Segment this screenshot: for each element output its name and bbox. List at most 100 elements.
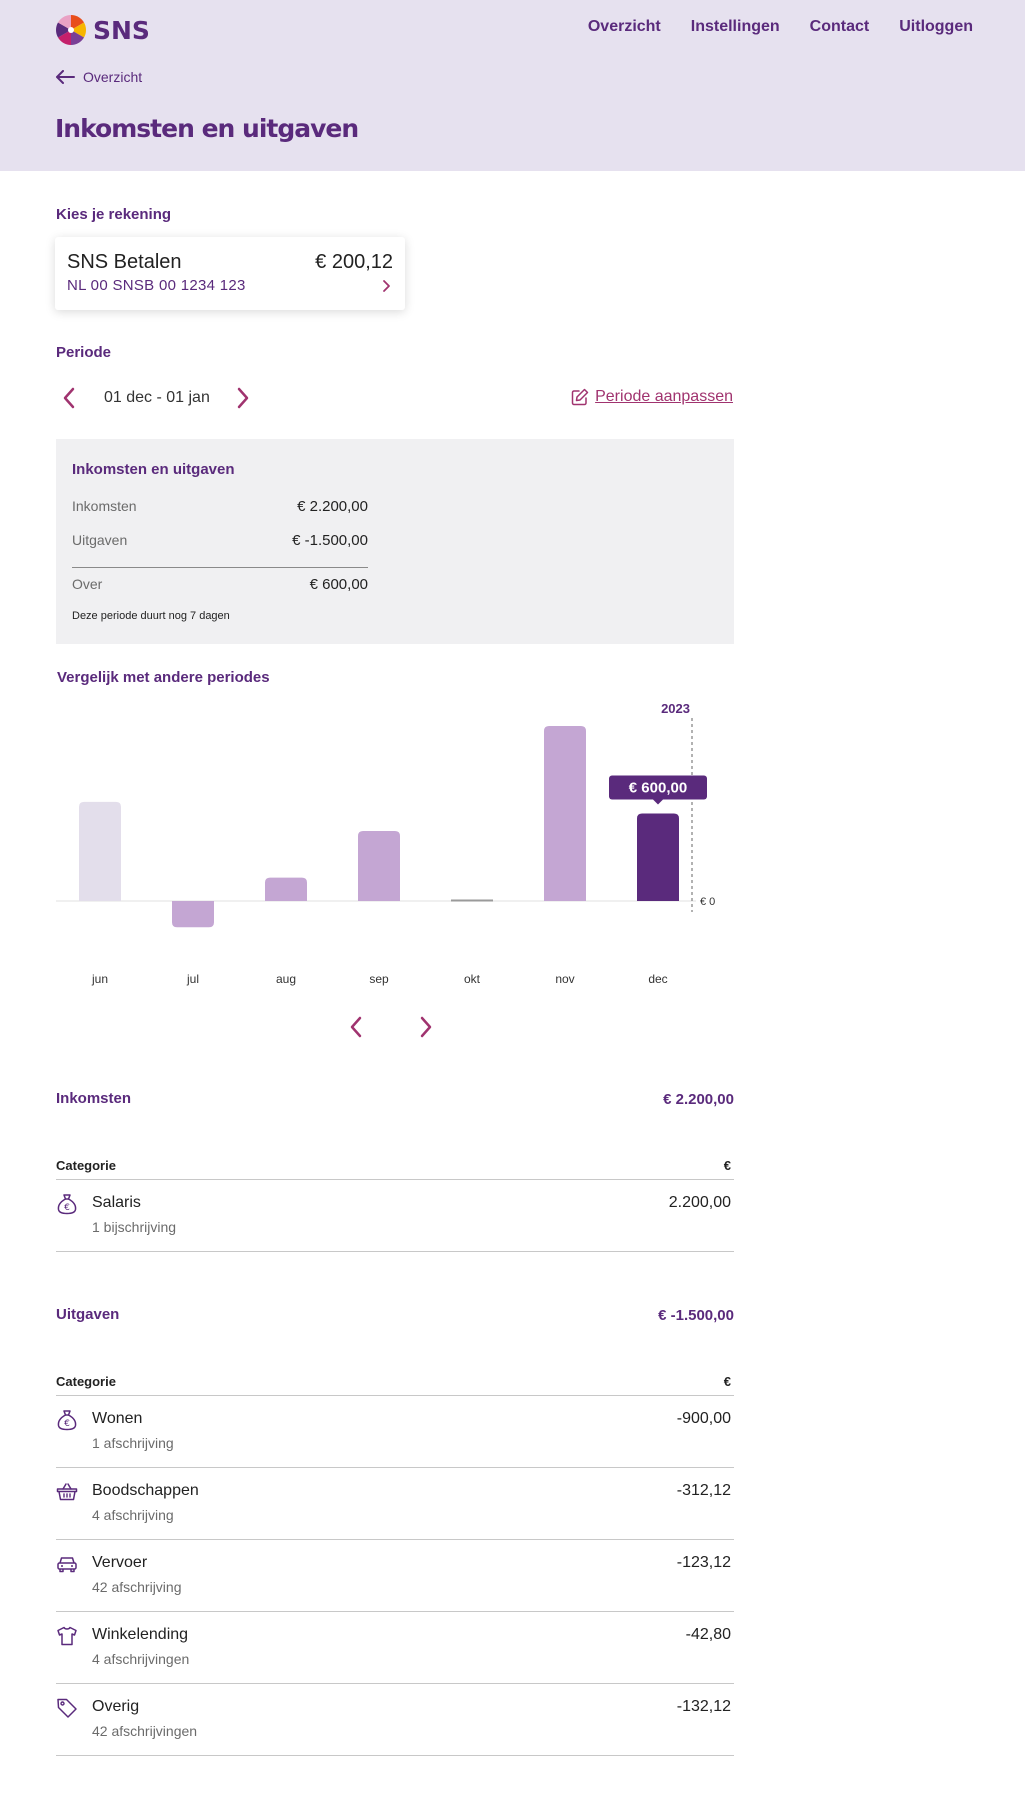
income-row-salaris[interactable]: € Salaris 1 bijschrijving 2.200,00 <box>56 1180 734 1252</box>
account-balance: € 200,12 <box>315 251 393 273</box>
summary-over-label: Over <box>72 576 103 592</box>
summary-panel: Inkomsten en uitgaven Inkomsten € 2.200,… <box>56 439 734 644</box>
svg-text:€: € <box>64 1203 70 1213</box>
summary-income-value: € 2.200,00 <box>297 498 368 515</box>
expenses-title: Uitgaven <box>56 1306 120 1323</box>
chevron-left-icon <box>63 387 75 409</box>
income-title: Inkomsten <box>56 1090 132 1107</box>
chart-category-label: okt <box>464 972 481 986</box>
arrow-left-icon <box>56 70 75 84</box>
nav-uitloggen[interactable]: Uitloggen <box>899 18 973 35</box>
income-col-category: Categorie <box>56 1158 116 1173</box>
period-range: 01 dec - 01 jan <box>104 389 210 406</box>
basket-icon <box>56 1483 78 1501</box>
chart-value-label: € 600,00 <box>629 780 687 797</box>
chevron-left-icon <box>350 1016 362 1038</box>
expense-row-vervoer[interactable]: Vervoer 42 afschrijving -123,12 <box>56 1540 734 1612</box>
category-name: Vervoer <box>92 1554 148 1571</box>
category-name: Winkelending <box>92 1626 189 1643</box>
chart-category-label: jul <box>186 972 199 986</box>
chart-bar[interactable] <box>172 901 214 928</box>
chart-bar[interactable] <box>544 726 586 901</box>
adjust-period-label: Periode aanpassen <box>595 388 733 405</box>
chart-category-label: jun <box>91 972 108 986</box>
zero-label: € 0 <box>700 896 715 908</box>
category-amount: 2.200,00 <box>668 1194 731 1211</box>
category-amount: -42,80 <box>685 1626 731 1643</box>
income-col-amount: € <box>723 1158 731 1173</box>
account-section-label: Kies je rekening <box>56 206 172 223</box>
category-count: 4 afschrijving <box>92 1507 174 1523</box>
page-header: SNS Overzicht Instellingen Contact Uitlo… <box>0 0 1025 171</box>
summary-period-note: Deze periode duurt nog 7 dagen <box>72 610 230 622</box>
expenses-col-category: Categorie <box>56 1374 116 1389</box>
sns-logo-icon <box>55 14 87 46</box>
chart-bar[interactable] <box>265 877 307 901</box>
chart-bar[interactable] <box>637 813 679 902</box>
next-period-button[interactable] <box>232 384 254 412</box>
expense-row-boodschappen[interactable]: Boodschappen 4 afschrijving -312,12 <box>56 1468 734 1540</box>
category-amount: -312,12 <box>676 1482 731 1499</box>
account-iban: NL 00 SNSB 00 1234 123 <box>67 277 246 294</box>
chart-value-tooltip: € 600,00 <box>609 775 707 805</box>
expense-row-overig[interactable]: Overig 42 afschrijvingen -132,12 <box>56 1684 734 1756</box>
logo-wordmark: SNS <box>93 15 150 45</box>
nav-instellingen[interactable]: Instellingen <box>690 18 780 35</box>
adjust-period-link[interactable]: Periode aanpassen <box>571 388 733 406</box>
chart-bar[interactable] <box>79 801 121 901</box>
period-navigator: 01 dec - 01 jan <box>58 384 254 412</box>
category-amount: -123,12 <box>676 1554 731 1571</box>
chart-navigator <box>346 1013 436 1041</box>
sns-logo[interactable]: SNS <box>55 14 150 46</box>
chart-category-label: sep <box>369 972 389 986</box>
money-bag-icon: € <box>57 1410 77 1431</box>
chevron-right-icon <box>383 280 390 292</box>
page-title: Inkomsten en uitgaven <box>55 114 359 143</box>
category-count: 1 bijschrijving <box>92 1219 177 1235</box>
year-label: 2023 <box>661 701 690 716</box>
expenses-total: € -1.500,00 <box>658 1307 734 1324</box>
chevron-right-icon <box>420 1016 432 1038</box>
back-link-label: Overzicht <box>83 69 143 85</box>
tag-icon <box>57 1698 77 1718</box>
summary-divider <box>72 567 368 568</box>
summary-expense-label: Uitgaven <box>72 532 128 548</box>
income-column-header: Categorie € <box>56 1158 734 1180</box>
category-name: Boodschappen <box>92 1482 199 1499</box>
expense-row-wonen[interactable]: € Wonen 1 afschrijving -900,00 <box>56 1396 734 1468</box>
summary-expense-value: € -1.500,00 <box>292 532 368 549</box>
chart-category-label: dec <box>648 972 667 986</box>
category-name: Wonen <box>92 1410 143 1427</box>
income-total: € 2.200,00 <box>663 1091 734 1108</box>
summary-income-label: Inkomsten <box>72 498 137 514</box>
edit-icon <box>571 388 589 406</box>
chart-category-label: nov <box>555 972 574 986</box>
nav-contact[interactable]: Contact <box>809 18 870 35</box>
svg-text:€: € <box>64 1419 70 1429</box>
category-amount: -900,00 <box>676 1410 731 1427</box>
car-icon <box>57 1557 77 1573</box>
chart-category-label: aug <box>276 972 296 986</box>
chart-bar[interactable] <box>451 899 493 902</box>
summary-over-value: € 600,00 <box>309 576 368 593</box>
nav-overzicht[interactable]: Overzicht <box>587 18 661 35</box>
expenses-column-header: Categorie € <box>56 1374 734 1396</box>
expense-row-winkelending[interactable]: Winkelending 4 afschrijvingen -42,80 <box>56 1612 734 1684</box>
account-selector[interactable]: SNS Betalen € 200,12 NL 00 SNSB 00 1234 … <box>55 237 405 310</box>
category-count: 4 afschrijvingen <box>92 1651 190 1667</box>
period-section-label: Periode <box>56 344 112 361</box>
category-amount: -132,12 <box>676 1698 731 1715</box>
category-count: 1 afschrijving <box>92 1435 174 1451</box>
compare-title: Vergelijk met andere periodes <box>57 669 270 686</box>
category-name: Salaris <box>92 1194 141 1211</box>
category-count: 42 afschrijvingen <box>92 1723 198 1739</box>
chart-bar[interactable] <box>358 831 400 901</box>
back-link[interactable]: Overzicht <box>55 69 142 85</box>
chart-previous-button[interactable] <box>346 1013 366 1041</box>
chart-next-button[interactable] <box>416 1013 436 1041</box>
previous-period-button[interactable] <box>58 384 80 412</box>
chevron-right-icon <box>237 387 249 409</box>
summary-title: Inkomsten en uitgaven <box>72 461 235 478</box>
category-name: Overig <box>92 1698 140 1715</box>
expenses-col-amount: € <box>723 1374 731 1389</box>
